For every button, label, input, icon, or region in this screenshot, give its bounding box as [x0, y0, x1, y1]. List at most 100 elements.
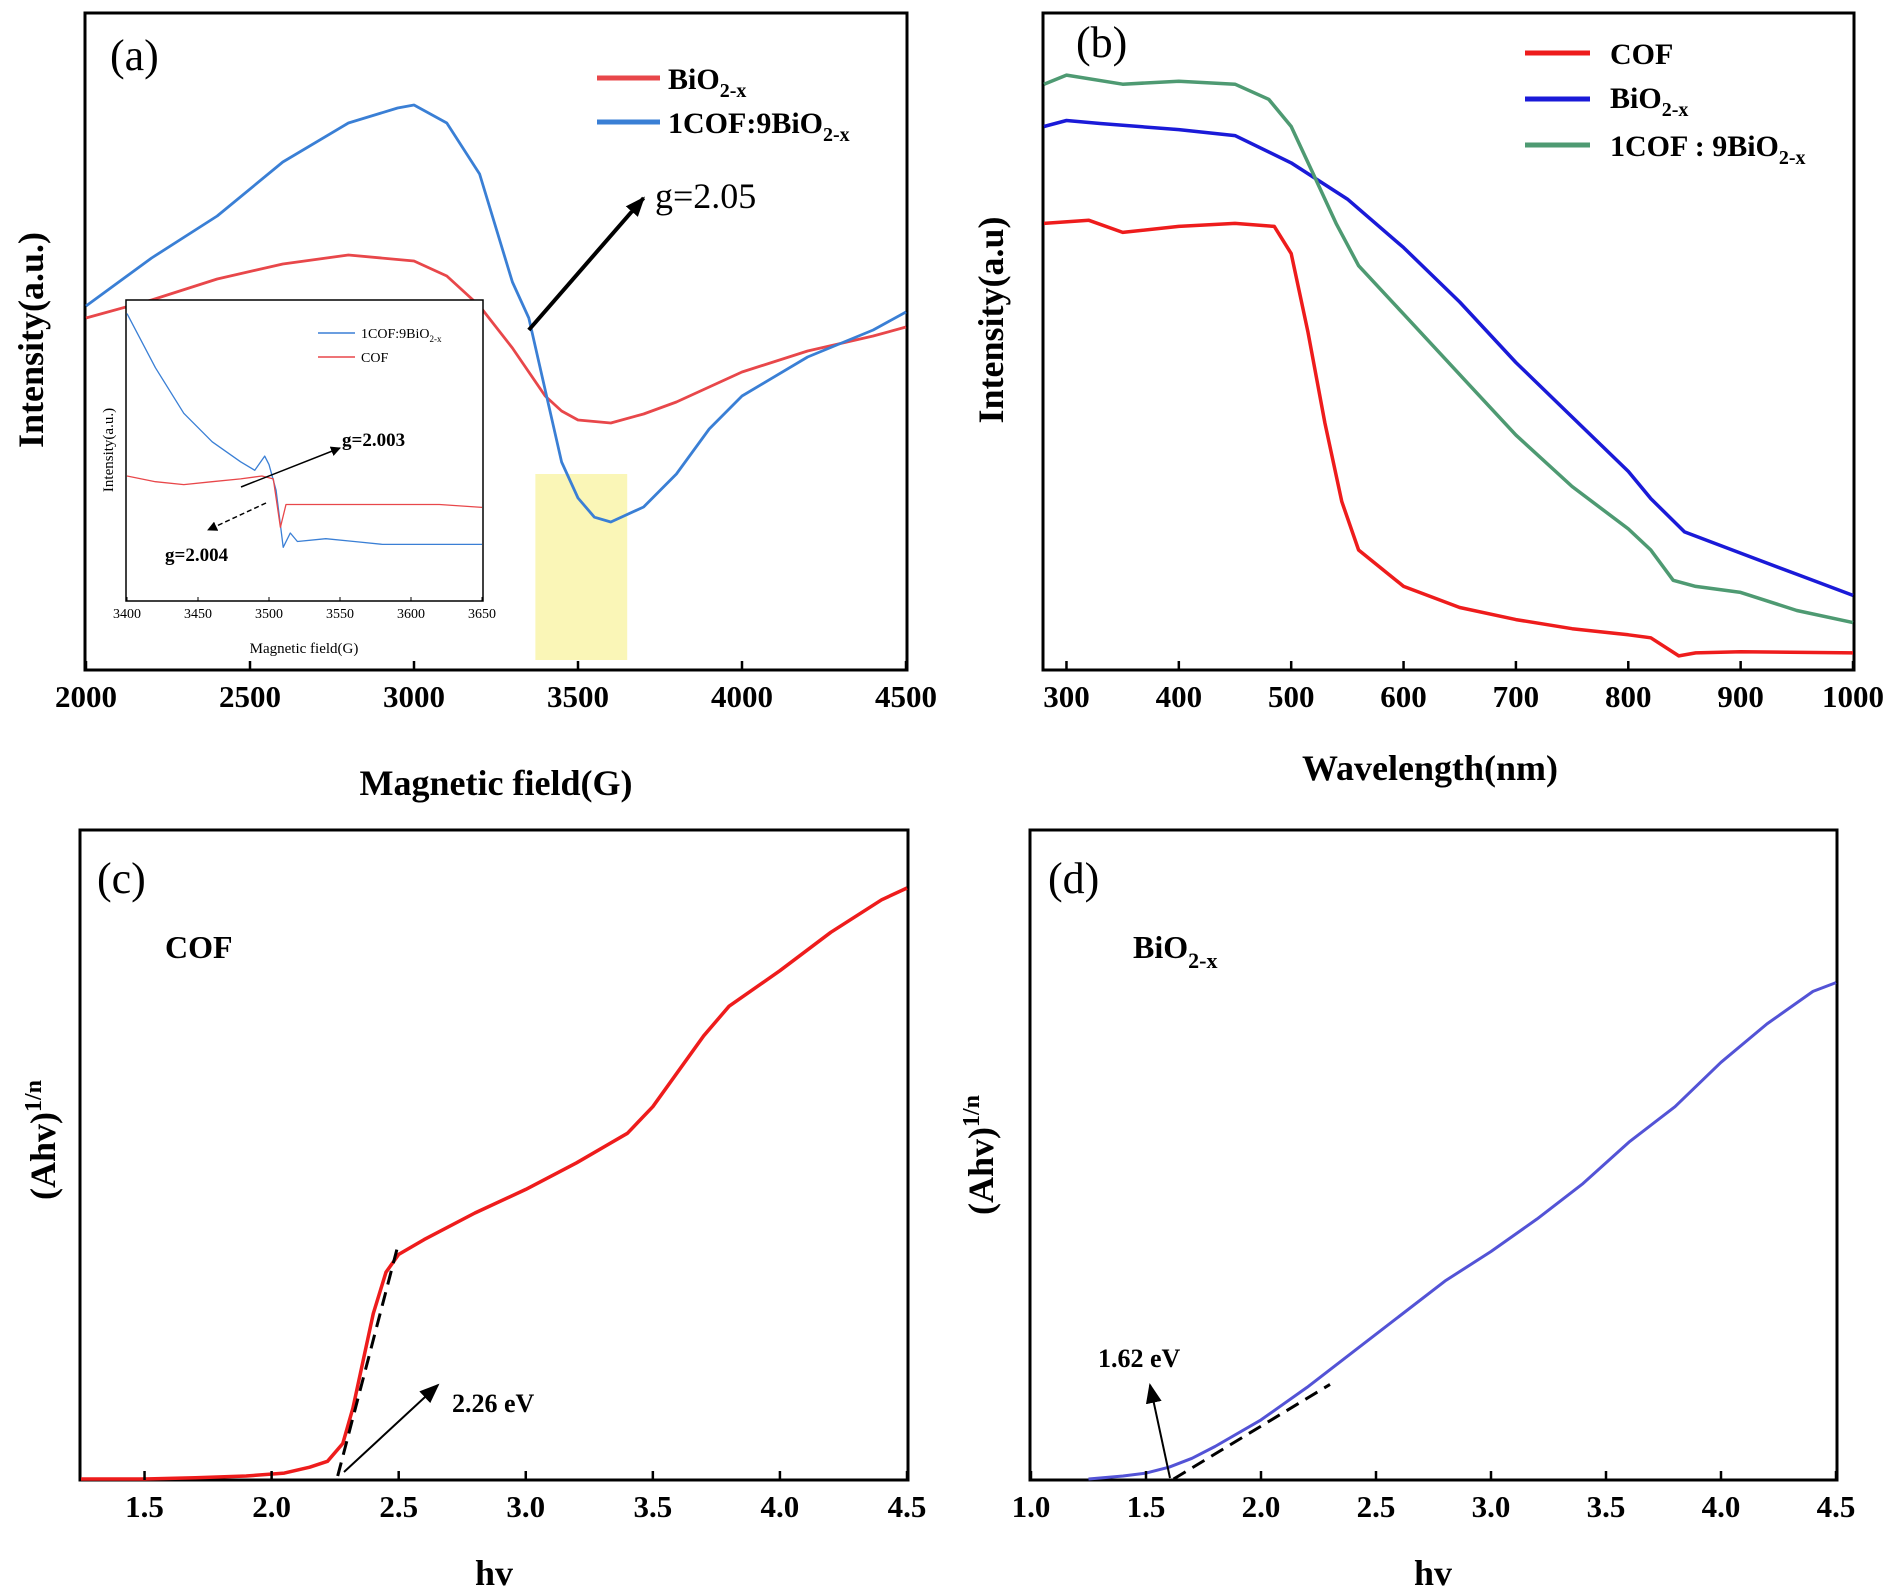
panel-d-tangent-line [1172, 1383, 1331, 1481]
panel-b-x-tick-label-3: 600 [1380, 679, 1427, 714]
panel-d-x-ticks: 1.0 1.5 2.0 2.5 3.0 3.5 4.0 4.5 [1012, 1471, 1856, 1524]
inset-x-tick-label-0: 3400 [113, 607, 141, 622]
panel-a-x-tick-label-5: 4500 [875, 679, 937, 714]
inset-g2003-label: g=2.003 [342, 430, 405, 451]
legend-label-1cof9bio2x-b: 1COF : 9BiO2-x [1610, 130, 1806, 169]
panel-a-g205-arrow [527, 196, 646, 332]
inset-x-tick-label-1: 3450 [184, 607, 212, 622]
panel-c-x-tick-label-4: 3.5 [633, 1489, 672, 1524]
panel-b-frame [1041, 11, 1856, 672]
panel-c-x-axis-label: hv [475, 1553, 513, 1588]
inset-x-axis-label: Magnetic field(G) [250, 641, 359, 657]
panel-a-x-tick-label-3: 3500 [547, 679, 609, 714]
panel-a-series-1 [85, 103, 907, 524]
legend-label-cof: COF [1610, 38, 1673, 71]
inset-x-tick-label-5: 3650 [468, 607, 496, 622]
panel-b-series-0 [1043, 218, 1854, 658]
panel-a-y-axis-label: Intensity(a.u.) [11, 232, 51, 448]
panel-d-x-axis-label: hv [1414, 1553, 1452, 1588]
panel-c-bandgap-label: 2.26 eV [452, 1389, 535, 1418]
inset-g2004-arrow [207, 502, 267, 531]
panel-c: 1.5 2.0 2.5 3.0 3.5 4.0 4.5 2.26 eV (c) COF hv… [21, 828, 926, 1588]
panel-b-x-tick-label-7: 1000 [1822, 679, 1884, 714]
inset-g2003-arrow [240, 446, 341, 488]
panel-d-x-tick-label-2: 2.0 [1242, 1489, 1281, 1524]
panel-b-series [1043, 73, 1854, 658]
panel-a-frame [83, 11, 909, 672]
panel-a-x-ticks: 2000 2500 3000 3500 4000 4500 [55, 661, 937, 714]
panel-b-series-1 [1043, 118, 1854, 598]
panel-b-x-tick-label-5: 800 [1605, 679, 1652, 714]
panel-b-x-tick-label-0: 300 [1043, 679, 1090, 714]
panel-c-series [81, 886, 908, 1481]
legend-label-bio2x-b: BiO2-x [1610, 82, 1688, 121]
inset-y-axis-label: Intensity(a.u.) [101, 408, 117, 492]
panel-c-x-tick-label-3: 3.0 [506, 1489, 545, 1524]
panel-a-x-tick-label-4: 4000 [711, 679, 773, 714]
inset-legend-label-1cof9bio2x: 1COF:9BiO2-x [361, 327, 442, 344]
panel-c-label: (c) [97, 854, 146, 903]
panel-a-inset: 3400 3450 3500 3550 3600 3650 Magnetic field(… [101, 299, 496, 657]
panel-a-x-tick-label-1: 2500 [219, 679, 281, 714]
panel-b-x-tick-label-6: 900 [1717, 679, 1764, 714]
panel-a-legend: BiO2-x 1COF:9BiO2-x [597, 63, 850, 146]
panel-a-x-tick-label-2: 3000 [383, 679, 445, 714]
panel-b: 300 400 500 600 700 800 900 1000 (b) Wavelength… [971, 11, 1884, 788]
inset-g2004-label: g=2.004 [165, 545, 229, 566]
inset-series [126, 313, 483, 548]
panel-b-x-tick-label-2: 500 [1268, 679, 1315, 714]
panel-a: 2000 2500 3000 3500 4000 4500 (a) Magnetic fi… [11, 11, 937, 803]
panel-c-x-tick-label-5: 4.0 [761, 1489, 800, 1524]
panel-d-frame [1028, 828, 1839, 1482]
panel-c-tangent-line [336, 1242, 401, 1477]
panel-d: 1.0 1.5 2.0 2.5 3.0 3.5 4.0 4.5 1.62 eV (d) BiO… [959, 828, 1856, 1588]
inset-legend-label-cof: COF [361, 351, 388, 366]
panel-d-series [1088, 981, 1837, 1481]
panel-c-title: COF [165, 929, 233, 965]
panel-a-label: (a) [110, 31, 159, 80]
panel-b-x-ticks: 300 400 500 600 700 800 900 1000 [1043, 661, 1884, 714]
panel-c-x-ticks: 1.5 2.0 2.5 3.0 3.5 4.0 4.5 [125, 1471, 926, 1524]
inset-x-ticks: 3400 3450 3500 3550 3600 3650 [113, 597, 496, 622]
panel-c-bandgap-arrow [343, 1383, 440, 1473]
panel-b-legend: COF BiO2-x 1COF : 9BiO2-x [1525, 38, 1806, 169]
inset-series-1 [126, 475, 483, 528]
panel-d-bandgap-arrow [1145, 1383, 1171, 1479]
panel-c-series-0 [81, 886, 908, 1481]
inset-frame [125, 299, 484, 602]
panel-d-x-tick-label-4: 3.0 [1472, 1489, 1511, 1524]
panel-d-x-tick-label-3: 2.5 [1357, 1489, 1396, 1524]
panel-c-x-tick-label-2: 2.5 [379, 1489, 418, 1524]
panel-d-y-axis-label: (Ahv)1/n [959, 1095, 1001, 1215]
panel-b-x-tick-label-4: 700 [1493, 679, 1540, 714]
panel-b-series-2 [1043, 73, 1854, 625]
panel-c-x-tick-label-6: 4.5 [888, 1489, 927, 1524]
panel-d-x-tick-label-5: 3.5 [1587, 1489, 1626, 1524]
legend-label-1cof9bio2x: 1COF:9BiO2-x [668, 107, 850, 146]
inset-x-tick-label-4: 3600 [397, 607, 425, 622]
panel-d-x-tick-label-1: 1.5 [1127, 1489, 1166, 1524]
legend-label-bio2x: BiO2-x [668, 63, 746, 102]
panel-d-x-tick-label-7: 4.5 [1817, 1489, 1856, 1524]
panel-a-series-0 [85, 253, 907, 425]
panel-c-x-tick-label-0: 1.5 [125, 1489, 164, 1524]
panel-b-x-axis-label: Wavelength(nm) [1302, 748, 1558, 788]
inset-x-tick-label-3: 3550 [326, 607, 354, 622]
panel-a-x-axis-label: Magnetic field(G) [360, 763, 633, 803]
panel-d-x-tick-label-0: 1.0 [1012, 1489, 1051, 1524]
panel-b-y-axis-label: Intensity(a.u) [971, 216, 1011, 423]
inset-x-tick-label-2: 3500 [255, 607, 283, 622]
panel-d-label: (d) [1048, 854, 1099, 903]
panel-a-g205-label: g=2.05 [655, 176, 756, 216]
panel-a-x-tick-label-0: 2000 [55, 679, 117, 714]
panel-d-title: BiO2-x [1133, 929, 1217, 973]
panel-b-label: (b) [1076, 18, 1127, 67]
panel-d-series-0 [1088, 981, 1837, 1481]
panel-a-series [85, 103, 907, 524]
panel-c-frame [78, 828, 910, 1482]
panel-a-highlight-region [535, 474, 628, 660]
panel-c-y-axis-label: (Ahv)1/n [21, 1080, 63, 1200]
panel-d-bandgap-label: 1.62 eV [1098, 1344, 1181, 1373]
panel-d-x-tick-label-6: 4.0 [1702, 1489, 1741, 1524]
